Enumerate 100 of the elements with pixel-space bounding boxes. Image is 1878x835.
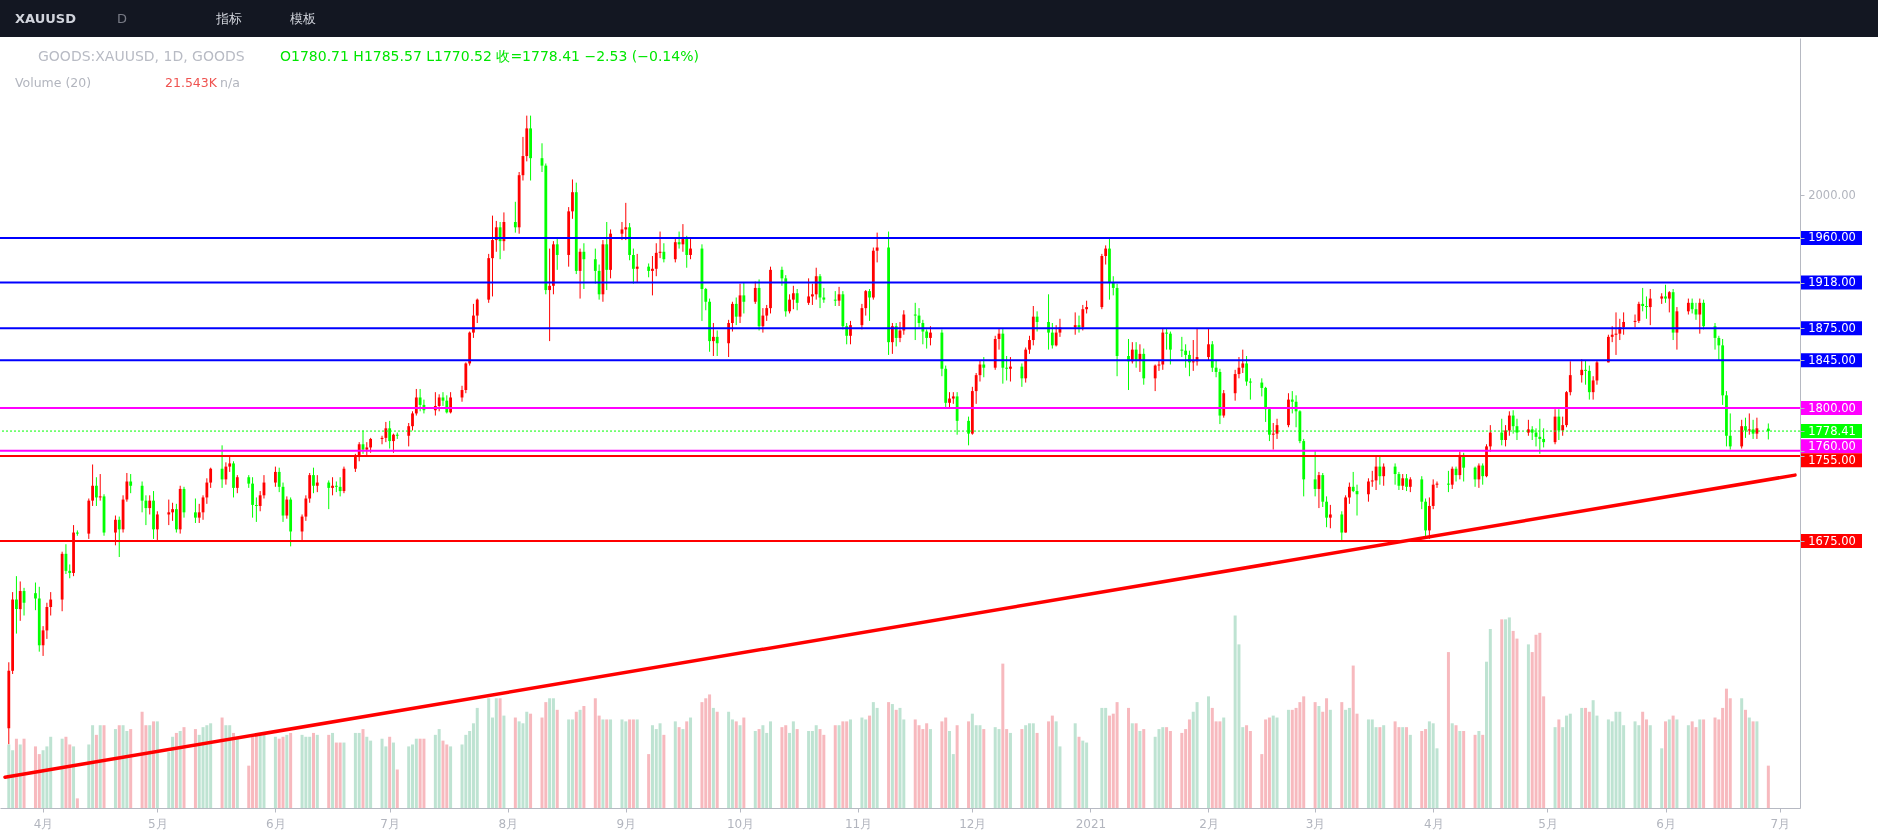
y-tick-label: 1845.00 (1808, 352, 1856, 367)
bar (1507, 617, 1511, 808)
bar (860, 717, 864, 808)
bar (311, 732, 315, 808)
bar (780, 727, 784, 808)
bar (529, 713, 533, 808)
bar (94, 734, 98, 808)
bar (1606, 719, 1610, 808)
bar (300, 734, 304, 808)
candlestick (807, 277, 810, 306)
x-tick-label: 5月 (1538, 816, 1558, 831)
candlestick (1325, 495, 1328, 528)
bar (1157, 729, 1161, 808)
text: GOODS:XAUUSD, 1D, GOODS (38, 48, 245, 64)
bar (193, 729, 197, 808)
bar (673, 721, 677, 808)
bar (662, 734, 666, 808)
candlestick (1169, 331, 1172, 366)
bar (365, 736, 369, 808)
bar (1206, 696, 1210, 808)
bar (807, 731, 811, 808)
bar (1500, 619, 1504, 808)
bar (1340, 702, 1344, 808)
bar (41, 750, 45, 808)
bar (978, 725, 982, 808)
candlestick (1222, 389, 1226, 419)
bar (1107, 715, 1111, 808)
bar (1420, 731, 1424, 808)
bar (631, 719, 635, 808)
candlestick (711, 322, 715, 357)
candlestick (1153, 364, 1157, 392)
candlestick (1005, 355, 1009, 381)
bar (635, 719, 639, 808)
bar (757, 729, 761, 808)
bar (551, 698, 555, 808)
bar (441, 740, 445, 808)
bar (369, 740, 373, 808)
bar (791, 721, 795, 808)
bar (1446, 652, 1450, 808)
bar (1614, 711, 1618, 808)
bar (605, 719, 609, 808)
bar (955, 725, 959, 808)
bar (1127, 707, 1131, 808)
candlestick (632, 248, 635, 285)
bar (1667, 719, 1671, 808)
bar (1222, 717, 1226, 808)
bar (700, 702, 704, 808)
bar (1382, 725, 1386, 808)
bar (178, 731, 182, 808)
bar (201, 727, 205, 808)
candlestick (1134, 341, 1138, 369)
x-tick-label: 5月 (148, 816, 168, 831)
text: 模板 (290, 11, 316, 26)
bar (72, 746, 76, 808)
candlestick (414, 388, 418, 417)
bar (1408, 734, 1412, 808)
candlestick (98, 473, 102, 502)
candlestick (498, 221, 502, 260)
bar (1328, 709, 1332, 808)
candlestick (1561, 416, 1565, 437)
candlestick (1245, 355, 1248, 387)
bar (14, 738, 18, 808)
candlestick (407, 422, 411, 447)
bar (224, 725, 228, 808)
bar (1766, 765, 1770, 808)
bar (1267, 717, 1271, 808)
candlestick (513, 201, 517, 234)
candlestick (117, 516, 121, 558)
bar (818, 729, 822, 808)
candlestick (274, 466, 277, 488)
bar (18, 744, 22, 808)
bar (708, 694, 712, 808)
bar (1085, 742, 1089, 808)
y-tick-label: 2000.00 (1808, 187, 1856, 202)
bar (1271, 715, 1275, 808)
candlestick (1622, 311, 1626, 336)
bar (1424, 729, 1428, 808)
bar (1302, 696, 1306, 808)
y-tick-label: 1800.00 (1808, 400, 1856, 415)
bar (1275, 717, 1279, 808)
candlestick (795, 288, 799, 311)
candlestick (1747, 412, 1751, 436)
candlestick (1009, 356, 1012, 383)
candlestick (890, 322, 894, 355)
bar (1378, 727, 1382, 808)
bar (1218, 721, 1222, 808)
bar (582, 705, 586, 808)
chart-title: Volume (20) (15, 74, 92, 90)
candlestick (1504, 424, 1507, 447)
bar (925, 723, 929, 808)
bar (769, 721, 773, 808)
bar (1511, 630, 1515, 808)
bar (1001, 663, 1005, 808)
candlestick (582, 242, 586, 290)
bar (308, 736, 312, 808)
bar (628, 719, 632, 808)
bar (1584, 707, 1588, 808)
bar (1264, 719, 1268, 808)
candlestick (1507, 410, 1511, 437)
y-tick-label: 1778.41 (1808, 423, 1856, 438)
